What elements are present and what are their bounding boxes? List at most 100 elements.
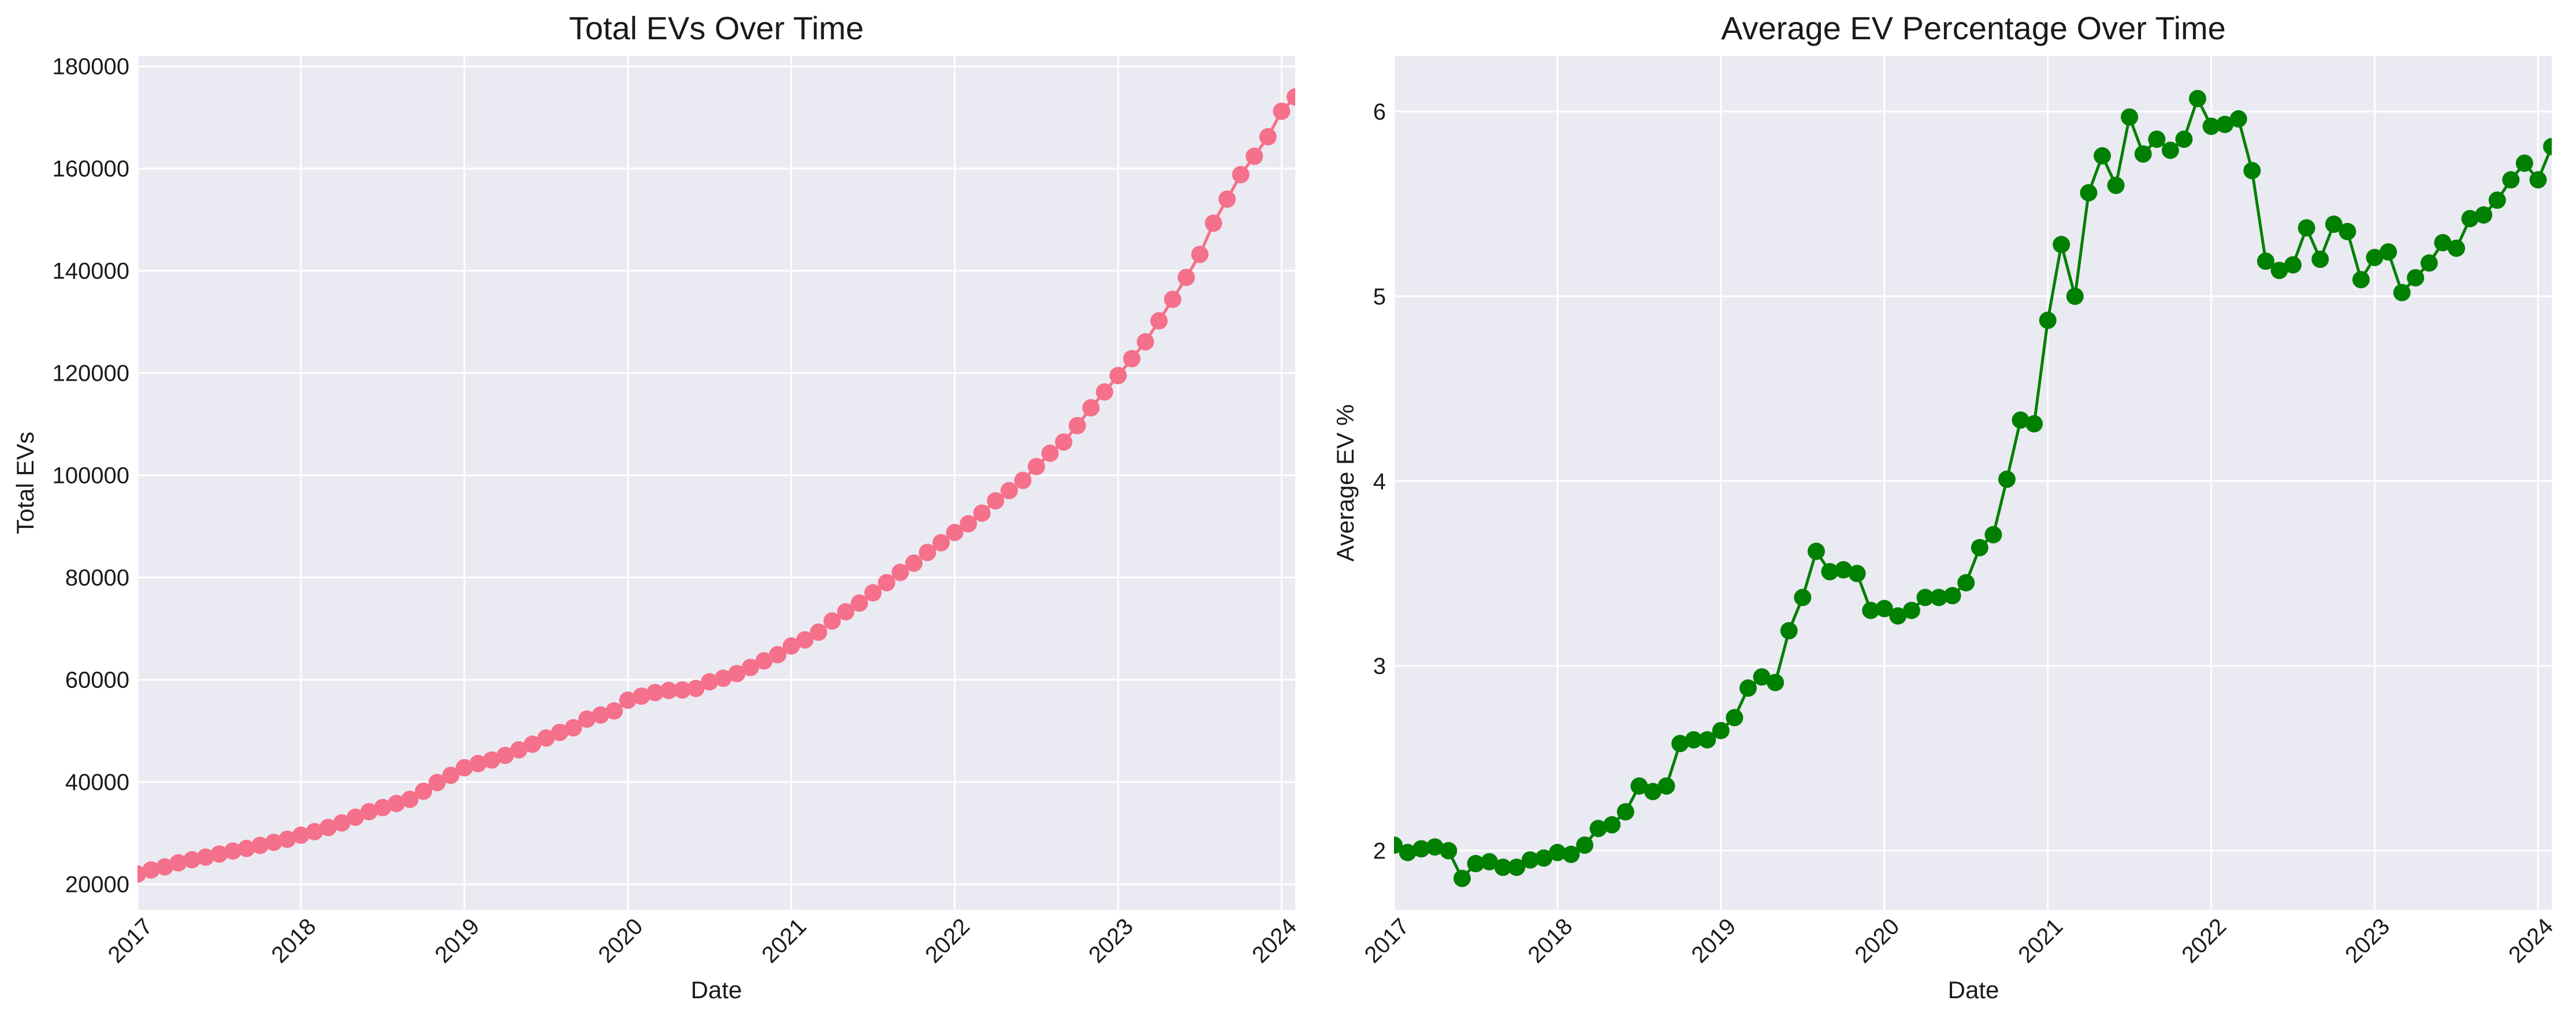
data-point: [2543, 137, 2552, 155]
x-tick-label: 2020: [593, 914, 648, 968]
data-point: [973, 504, 991, 522]
data-point: [2229, 110, 2247, 128]
data-point: [646, 683, 664, 701]
data-point: [1767, 674, 1785, 691]
data-point: [1548, 843, 1566, 861]
y-tick-label: 60000: [65, 668, 129, 693]
data-point: [1657, 777, 1675, 795]
data-point: [469, 754, 487, 772]
x-tick-label: 2019: [1686, 914, 1741, 968]
data-point: [1930, 589, 1948, 607]
data-point: [1481, 853, 1498, 871]
data-point: [1164, 291, 1181, 308]
data-point: [1028, 458, 1045, 475]
data-point: [2366, 248, 2384, 266]
data-point: [551, 723, 568, 741]
y-axis-label: Average EV %: [1332, 404, 1359, 561]
data-point: [2434, 234, 2452, 252]
data-point: [755, 652, 773, 670]
data-point: [1399, 843, 1417, 861]
data-point: [2121, 108, 2139, 126]
data-point: [1041, 444, 1059, 462]
data-point: [1000, 482, 1018, 500]
y-tick-label: 80000: [65, 566, 129, 591]
data-point: [2066, 287, 2084, 305]
data-point: [292, 826, 310, 844]
data-point: [1136, 333, 1154, 351]
plot-area: [137, 56, 1295, 910]
data-point: [2270, 262, 2288, 280]
data-point: [1562, 846, 1580, 863]
data-point: [1535, 849, 1553, 867]
data-point: [1943, 587, 1961, 605]
data-point: [196, 848, 214, 866]
data-point: [1957, 574, 1975, 592]
data-point: [1807, 542, 1825, 560]
data-point: [687, 679, 705, 697]
data-point: [850, 594, 868, 612]
y-tick-label: 5: [1373, 284, 1386, 310]
data-point: [1889, 607, 1907, 625]
data-point: [224, 842, 241, 860]
data-point: [510, 741, 528, 758]
data-point: [1589, 820, 1607, 838]
data-point: [878, 574, 895, 592]
data-point: [2407, 269, 2425, 287]
data-point: [388, 794, 405, 812]
data-point: [2515, 154, 2533, 172]
data-point: [1875, 600, 1893, 618]
data-point: [1232, 166, 1250, 184]
x-tick-label: 2020: [1850, 914, 1904, 968]
x-tick-label: 2018: [267, 914, 321, 968]
data-point: [319, 819, 337, 836]
x-tick-label: 2024: [2504, 914, 2558, 968]
data-point: [523, 735, 541, 753]
data-point: [237, 839, 255, 857]
data-point: [2339, 222, 2356, 240]
data-point: [1426, 838, 1444, 856]
data-point: [537, 729, 555, 747]
data-point: [2202, 117, 2220, 135]
data-point: [2352, 271, 2370, 289]
data-point: [2284, 256, 2302, 274]
data-point: [2257, 252, 2274, 270]
data-point: [2488, 191, 2506, 209]
series-average-ev-percentage: [1394, 90, 2552, 887]
data-point: [1494, 858, 1512, 876]
data-point: [2107, 176, 2125, 194]
data-point: [2393, 284, 2411, 302]
x-tick-label: 2019: [430, 914, 484, 968]
data-point: [1055, 433, 1073, 451]
data-point: [1753, 668, 1771, 686]
data-point: [2134, 145, 2152, 163]
data-point: [728, 665, 746, 683]
data-point: [946, 523, 964, 541]
data-point: [578, 710, 596, 728]
plot-area: [1394, 56, 2552, 910]
data-point: [891, 563, 909, 581]
data-point: [2080, 184, 2098, 202]
data-point: [1521, 851, 1539, 869]
x-tick-label: 2017: [103, 914, 158, 968]
data-point: [455, 759, 473, 776]
data-point: [251, 836, 269, 854]
chart-title: Average EV Percentage Over Time: [1721, 10, 2226, 46]
data-point: [1205, 214, 1222, 232]
data-point: [1603, 816, 1621, 834]
data-point: [1508, 858, 1526, 876]
data-point: [1440, 842, 1458, 860]
data-point: [1287, 88, 1295, 106]
data-point: [1191, 246, 1209, 263]
data-point: [1082, 399, 1100, 416]
data-point: [2298, 219, 2315, 237]
data-point: [823, 612, 841, 630]
x-tick-label: 2024: [1247, 914, 1302, 968]
y-tick-label: 160000: [53, 157, 129, 182]
data-point: [2025, 415, 2043, 433]
data-point: [2311, 250, 2329, 268]
data-point: [1095, 383, 1113, 401]
data-point: [401, 790, 419, 808]
data-point: [1576, 836, 1594, 854]
y-tick-label: 100000: [53, 463, 129, 489]
data-point: [1794, 589, 1812, 607]
